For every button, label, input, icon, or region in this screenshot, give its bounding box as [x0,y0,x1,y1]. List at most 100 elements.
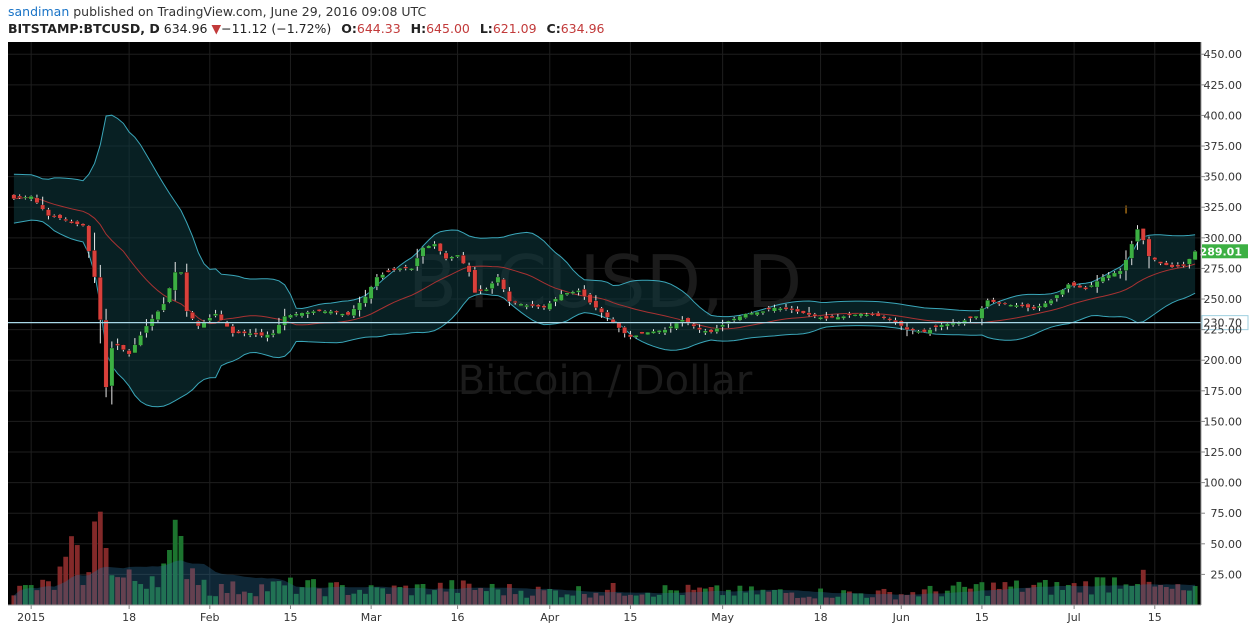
candle-body [345,311,351,316]
candle-body [1117,270,1123,275]
volume-bar [743,592,749,605]
volume-bar [334,582,339,605]
candle-body [720,324,725,328]
candle-body [939,324,944,328]
candle-body [945,323,950,327]
volume-bar [852,593,858,605]
candle-body [714,328,720,332]
candle [259,328,264,338]
candle-body [1025,303,1031,308]
candle [328,309,334,315]
candle-body [368,286,374,299]
author-link[interactable]: sandiman [8,4,70,19]
price-chart[interactable]: BTCUSD, D Bitcoin / Dollar 230.70289.01i… [0,42,1253,631]
candle-body [1106,274,1112,279]
volume-bar [530,595,535,605]
bollinger-upper [13,114,1196,318]
candle-body [927,329,933,334]
candle [887,317,893,322]
candle-body [316,309,322,312]
volume-bar [950,585,956,605]
candle-body [132,344,138,354]
volume-bar [224,593,230,605]
candle-body [558,293,564,301]
candle [662,327,668,335]
candle-body [870,313,875,316]
symbol-line: BITSTAMP:BTCUSD, D 634.96 ▼−11.12 (−1.72… [8,21,604,36]
volume-bar [316,588,322,605]
candle [754,311,760,317]
bollinger-bands [13,114,1196,408]
candle-body [541,305,547,308]
volume-bar [443,591,449,605]
candle-body [795,308,800,312]
price-tick-label: 425.00 [1204,79,1243,92]
price-tick-label: 250.00 [1204,293,1243,306]
volume-bar [720,595,726,605]
candle-body [864,314,870,317]
volume-bar [380,588,386,605]
candle-body [754,311,760,316]
watermark-name: Bitcoin / Dollar [458,358,753,404]
candle [213,309,218,318]
candle-body [1140,228,1146,241]
volume-bar [639,594,645,605]
horizontal-line-label-box [1201,315,1249,331]
volume-bar [259,584,265,605]
candle [178,271,184,275]
candle-body [910,328,916,331]
candle [633,335,639,339]
volume-bar [1158,584,1163,605]
candle-body [968,316,973,319]
candle [339,313,345,317]
volume-bar [426,594,432,605]
close-value: 634.96 [560,21,605,36]
candle [374,274,380,291]
price-tick-label: 375.00 [1204,140,1243,153]
candle [380,272,385,280]
candle-body [1192,251,1198,261]
candle-body [679,319,685,322]
candle-body [1019,304,1025,307]
volume-bar [1025,588,1031,605]
candle-body [322,311,328,314]
candle [996,301,1002,306]
candle [927,327,933,336]
volume-bar [178,535,184,605]
axes: 450.00 425.00 400.00 375.00 350.00 325.00 300.… [8,42,1242,624]
candle [414,248,420,271]
volume-bar [507,584,512,605]
volume-bar [910,592,916,605]
candle [397,267,403,272]
candle-body [34,197,40,203]
candle-body [898,320,904,327]
candle-body [881,316,887,319]
candle [138,331,143,347]
candle [645,331,651,335]
time-tick-label: 2015 [17,611,45,624]
volume-bar [616,593,622,605]
candle [968,316,973,324]
candle-body [1037,305,1042,308]
candle [553,297,558,307]
candle [1135,225,1140,250]
volume-bar [420,583,426,605]
time-tick-label: 15 [623,611,637,624]
volume-bar [80,585,86,605]
candle-body [184,272,190,312]
volume-bar [916,596,921,605]
volume-bar [247,592,253,605]
candle [858,313,864,318]
candle [391,267,397,272]
price-tick-label: 225.00 [1204,324,1243,337]
candle-body [800,310,806,314]
candle-body [979,308,985,319]
volume-bar [1135,584,1140,605]
candle [276,317,282,335]
candle-body [80,223,86,226]
candle [218,310,224,321]
candle [507,287,512,307]
volume-bar [674,590,679,605]
volume-bar [1014,580,1019,605]
volume-bar [397,587,403,605]
